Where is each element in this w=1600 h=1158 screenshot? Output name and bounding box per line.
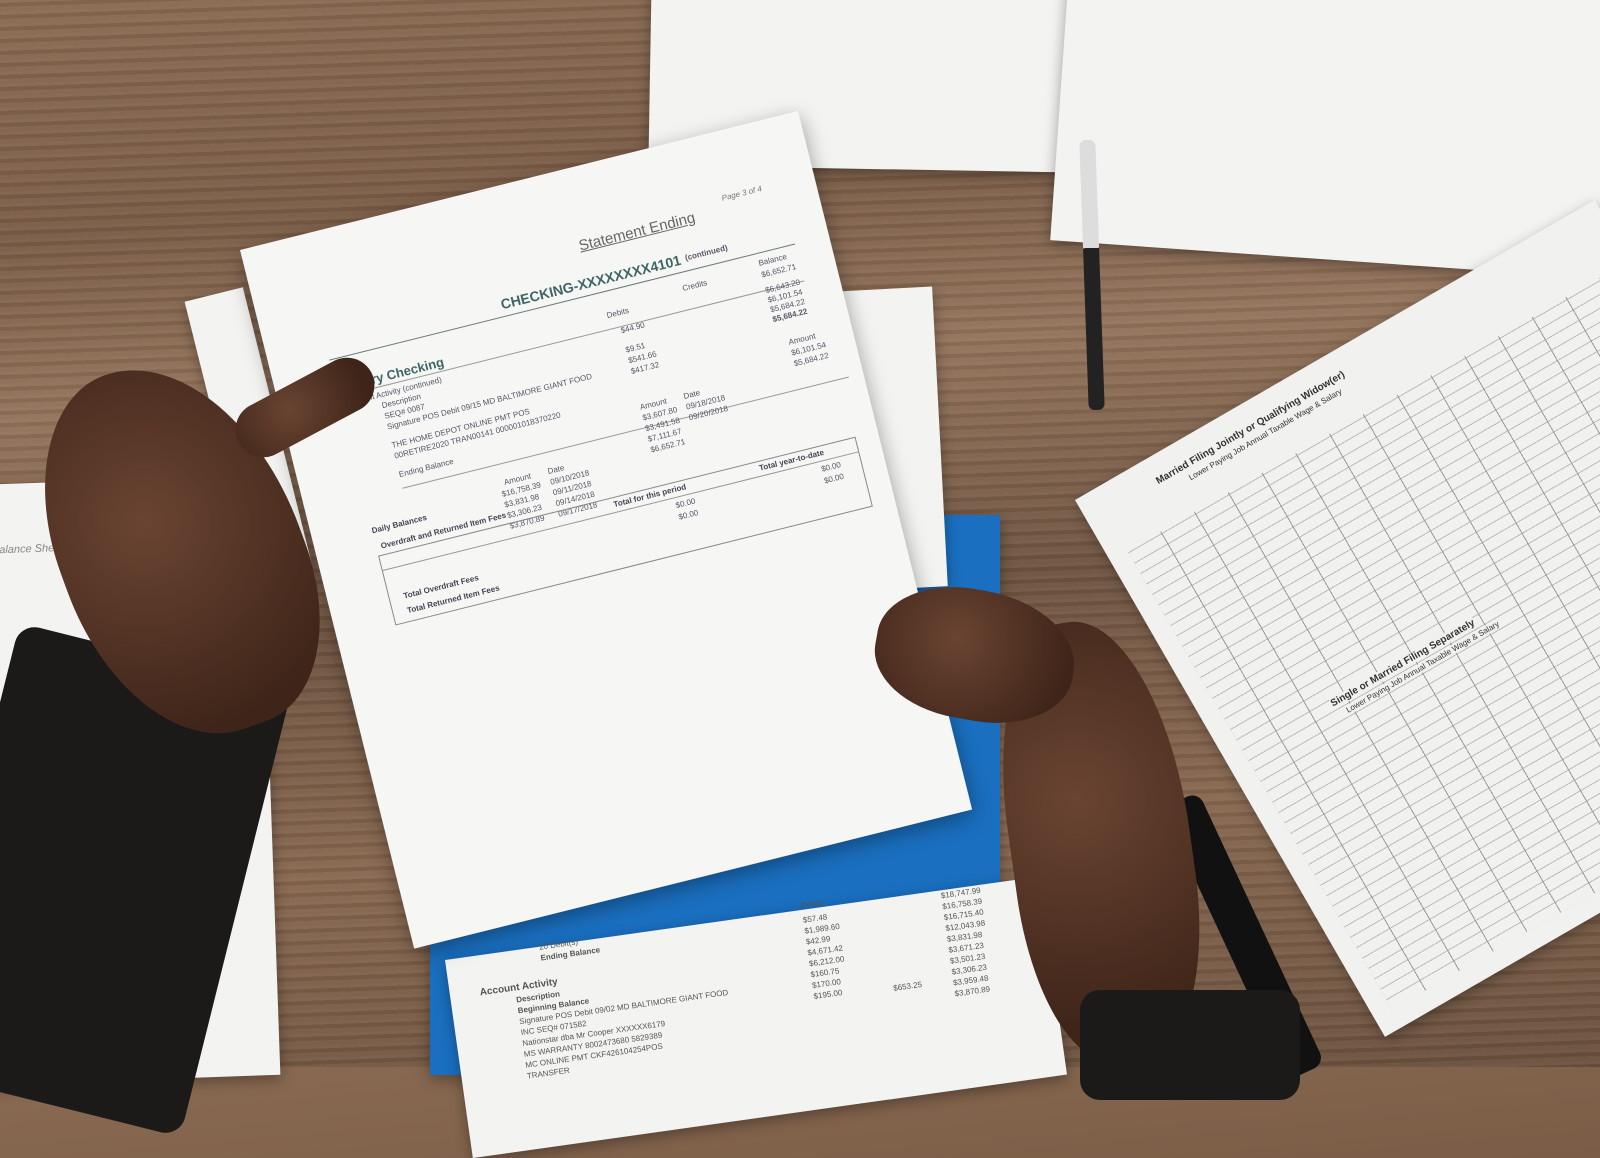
row-debit: $44.90 [619,320,646,336]
continued-label: (continued) [684,243,729,263]
account-number: CHECKING-XXXXXXXX4101 [498,251,683,313]
page-number: Page 3 of 4 [720,184,763,203]
right-sleeve [1080,990,1300,1100]
credits-header: Credits [681,278,709,293]
debits-header: Debits [605,305,630,321]
fees-row-ytd: $0.00 [823,471,845,486]
fees-row-period: $0.00 [677,508,700,522]
lower-balance-values: $18,747.99 $16,758.39 $16,715.40 $12,043… [940,885,991,999]
background-document-top-right [1050,0,1600,280]
statement-title: Statement Ending [577,209,697,255]
header-rule [329,243,796,361]
lower-credit: $653.25 [892,979,923,993]
lower-debits-header: Debits [800,897,824,910]
fees-divider [382,451,859,571]
lower-debit-values: $57.48 $1,989.60 $42.99 $4,671.42 $6,212… [802,912,845,1002]
